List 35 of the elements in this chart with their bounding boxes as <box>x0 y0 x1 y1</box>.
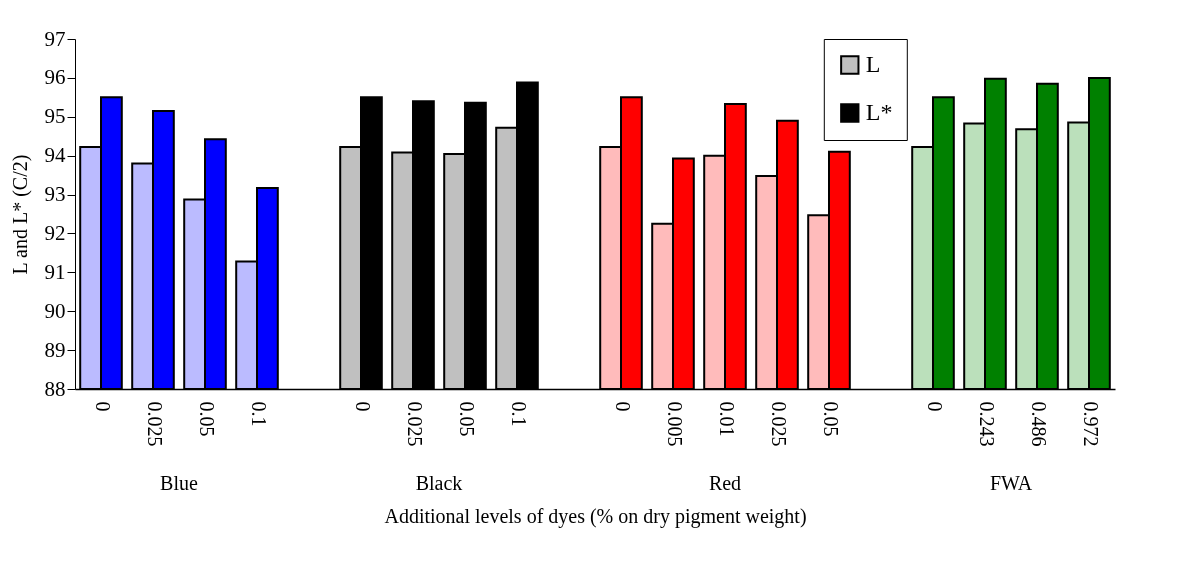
y-tick-label: 90 <box>44 298 66 323</box>
y-tick-label: 94 <box>44 143 66 168</box>
x-tick-label: 0.05 <box>455 401 478 437</box>
y-tick-label: 93 <box>44 182 66 207</box>
x-tick-label: 0 <box>91 401 114 412</box>
x-tick-label: 0.025 <box>767 401 790 447</box>
x-tick-label: 0 <box>611 401 634 412</box>
text: FWA <box>989 472 1033 494</box>
y-tick-label: 96 <box>44 65 66 90</box>
x-tick-label: 0.486 <box>1027 401 1050 447</box>
legend-label: L* <box>865 99 893 125</box>
x-tick-label: 0 <box>351 401 374 412</box>
x-axis-title: Additional levels of dyes (% on dry pigment weight) <box>384 504 807 528</box>
x-tick-label: 0.972 <box>1079 401 1102 447</box>
x-tick-label: 0.025 <box>143 401 166 447</box>
y-tick-label: 97 <box>44 26 66 51</box>
x-tick-label: 0.005 <box>663 401 686 447</box>
y-tick-label: 95 <box>44 104 66 129</box>
y-tick-label: 89 <box>44 337 66 362</box>
x-tick-label: 0.05 <box>195 401 218 437</box>
text: Red <box>708 472 742 494</box>
x-tick-label: 0.025 <box>403 401 426 447</box>
y-tick-label: 88 <box>44 376 66 401</box>
x-tick-label: 0.01 <box>715 401 738 437</box>
x-tick-label: 0.1 <box>507 401 530 427</box>
legend-label: L <box>865 51 881 77</box>
y-tick-label: 92 <box>44 220 66 245</box>
y-tick-label: 91 <box>44 259 66 284</box>
x-tick-label: 0.05 <box>819 401 842 437</box>
x-tick-label: 0.1 <box>247 401 270 427</box>
text: Blue <box>160 472 199 494</box>
x-tick-label: 0 <box>923 401 946 412</box>
x-tick-label: 0.243 <box>975 401 998 447</box>
y-axis-title: L and L* (C/2) <box>8 154 32 275</box>
text: Black <box>415 472 463 494</box>
